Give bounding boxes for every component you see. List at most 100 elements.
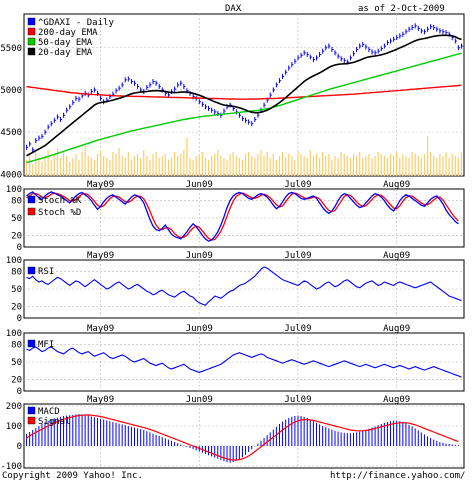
macd-y-tick: 200	[6, 402, 22, 412]
volume-bar	[84, 146, 86, 176]
volume-bar	[408, 158, 410, 176]
volume-bar	[235, 156, 237, 176]
volume-bar	[29, 154, 31, 176]
legend-label: 50-day EMA	[38, 38, 93, 48]
x-tick-label: May09	[87, 251, 114, 261]
volume-bar	[41, 162, 43, 176]
rsi-y-tick: 80	[11, 268, 22, 278]
legend-label: Stoch %D	[38, 208, 81, 218]
volume-bar	[186, 138, 188, 176]
volume-bar	[81, 152, 83, 176]
volume-bar	[183, 150, 185, 176]
rsi-y-tick: 0	[17, 314, 22, 324]
x-tick-label: Aug09	[383, 324, 410, 334]
volume-bar	[223, 158, 225, 176]
volume-bar	[130, 160, 133, 176]
x-tick-label: May09	[87, 395, 114, 405]
volume-bar	[281, 152, 284, 176]
volume-bar	[109, 160, 111, 176]
volume-bar	[103, 156, 105, 176]
volume-bar	[232, 152, 234, 176]
volume-bar	[439, 154, 441, 176]
ema50-line	[26, 52, 462, 164]
volume-bar	[411, 152, 413, 176]
rsi-y-tick: 20	[11, 302, 22, 312]
volume-bar	[50, 160, 52, 176]
mfi-panel: May09Jun09Jul09Aug09Sep090205080100MFI	[6, 324, 465, 397]
volume-bar	[59, 158, 62, 176]
volume-bar	[238, 158, 240, 176]
legend-label: Signal	[38, 417, 71, 427]
legend-swatch	[27, 416, 36, 425]
volume-bar	[158, 158, 160, 176]
volume-bar	[211, 156, 213, 176]
volume-bar	[337, 158, 339, 176]
volume-bar	[328, 154, 330, 176]
volume-bar	[352, 154, 355, 176]
mfi-y-tick: 50	[11, 358, 22, 368]
volume-bar	[180, 154, 182, 176]
volume-bar	[133, 156, 136, 176]
x-tick-label: Jul09	[284, 395, 311, 405]
as-of-date: as of 2-Oct-2009	[358, 4, 445, 14]
legend-swatch	[27, 339, 36, 348]
volume-bar	[164, 154, 166, 176]
volume-bar	[177, 156, 179, 176]
volume-bar	[349, 158, 352, 176]
rsi-y-tick: 50	[11, 285, 22, 295]
volume-bar	[32, 164, 34, 176]
volume-bar	[214, 154, 216, 176]
volume-bar	[454, 156, 456, 176]
legend-label: 200-day EMA	[38, 28, 98, 38]
x-tick-label: Jul09	[284, 251, 311, 261]
legend-swatch	[27, 27, 36, 36]
copyright-text: Copyright 2009 Yahoo! Inc.	[2, 471, 143, 481]
volume-bar	[377, 152, 379, 176]
volume-bar	[426, 136, 429, 176]
rsi-y-tick: 100	[6, 256, 22, 266]
volume-bar	[56, 148, 58, 176]
volume-bar	[402, 154, 404, 176]
volume-bar	[124, 158, 126, 176]
legend-swatch	[27, 17, 36, 26]
volume-bar	[306, 158, 308, 176]
volume-bar	[112, 152, 114, 176]
volume-bar	[399, 158, 401, 176]
volume-bar	[257, 154, 259, 176]
x-tick-label: Jul09	[284, 324, 311, 334]
volume-bar	[207, 160, 210, 176]
price-y-tick: 5000	[0, 86, 22, 96]
volume-bar	[204, 158, 207, 176]
legend-swatch	[27, 47, 36, 56]
x-tick-label: Aug09	[383, 251, 410, 261]
volume-bar	[374, 156, 376, 176]
source-url: http://finance.yahoo.com/	[330, 471, 465, 481]
volume-bar	[189, 158, 191, 176]
volume-bar	[93, 160, 96, 176]
volume-bar	[325, 156, 327, 176]
volume-bar	[343, 154, 345, 176]
volume-bar	[44, 156, 46, 176]
price-y-tick: 4500	[0, 128, 22, 138]
volume-bar	[69, 162, 71, 176]
volume-bar	[275, 160, 277, 176]
volume-bar	[442, 156, 444, 176]
volume-bar	[368, 154, 370, 176]
stoch-y-tick: 100	[6, 185, 22, 195]
volume-bar	[260, 150, 262, 176]
volume-bar	[303, 156, 305, 176]
volume-bar	[201, 152, 203, 176]
mfi-line	[26, 346, 462, 378]
volume-bar	[254, 158, 256, 176]
legend-label: ^GDAXI - Daily	[38, 18, 114, 28]
macd-panel: May09Jun09Jul09Aug09Sep09-1000100200MACD…	[0, 395, 465, 472]
volume-bar	[386, 158, 389, 176]
legend-label: Stoch %K	[38, 196, 82, 206]
volume-bar	[355, 156, 358, 176]
macd-y-tick: 0	[17, 442, 22, 452]
volume-bar	[99, 150, 102, 176]
x-tick-label: Aug09	[383, 180, 410, 190]
volume-bar	[62, 152, 65, 176]
stoch-k-line	[26, 191, 459, 242]
volume-bar	[285, 158, 287, 176]
